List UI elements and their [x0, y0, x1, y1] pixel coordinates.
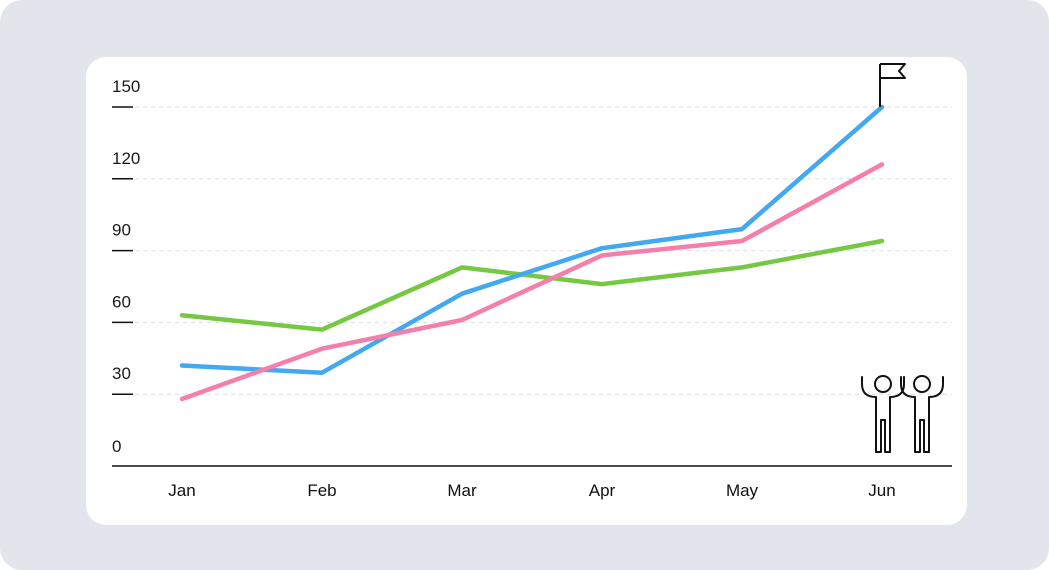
y-axis: 0 30 60 90 120 150 [112, 77, 140, 456]
x-tick-label: Apr [589, 481, 616, 500]
celebrating-people-icon [861, 375, 944, 453]
y-tick-label: 60 [112, 292, 131, 311]
grid-layer [135, 106, 952, 395]
y-tick-label: 120 [112, 149, 140, 168]
x-tick-label: Feb [307, 481, 336, 500]
x-axis: Jan Feb Mar Apr May Jun [168, 481, 895, 500]
series-layer [179, 104, 885, 402]
x-tick-label: Mar [447, 481, 477, 500]
x-tick-label: Jun [868, 481, 895, 500]
x-tick-label: Jan [168, 481, 195, 500]
series-line-3 [179, 162, 885, 402]
x-tick-label: May [726, 481, 759, 500]
y-tick-label: 90 [112, 221, 131, 240]
y-tick-label: 30 [112, 364, 131, 383]
series-line-1 [179, 238, 885, 332]
series-line-2 [179, 104, 885, 375]
y-tick-label: 0 [112, 437, 121, 456]
y-tick-label: 150 [112, 77, 140, 96]
flag-icon [879, 63, 906, 107]
